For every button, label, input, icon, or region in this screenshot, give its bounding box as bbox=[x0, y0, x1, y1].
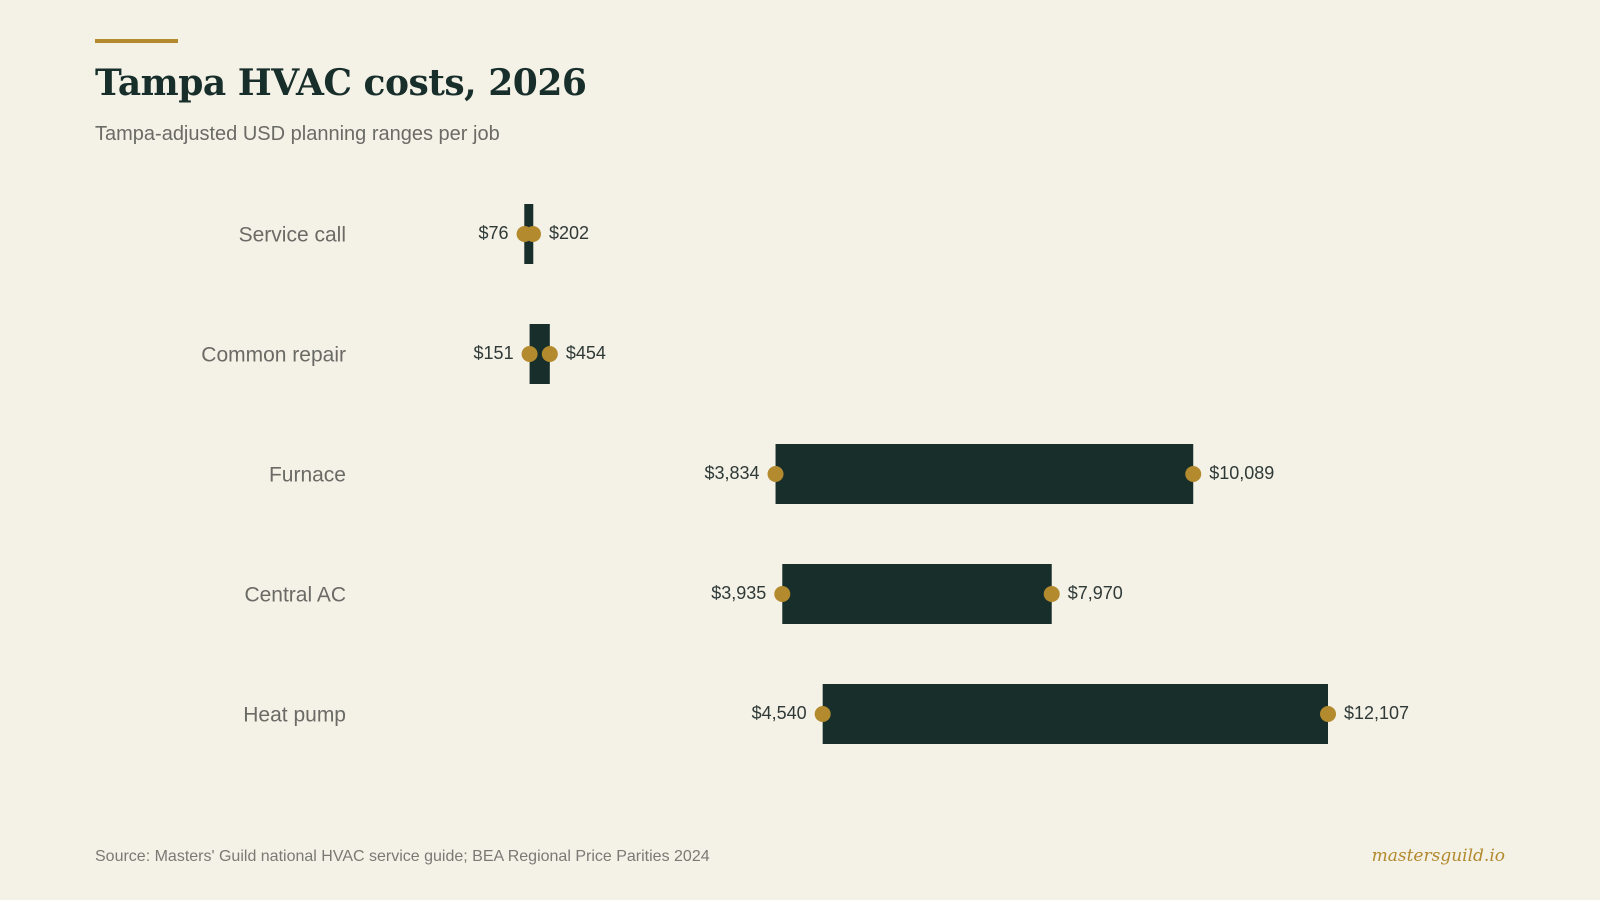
high-value-label: $12,107 bbox=[1344, 703, 1409, 723]
high-value-label: $7,970 bbox=[1068, 583, 1123, 603]
page-title: Tampa HVAC costs, 2026 bbox=[95, 62, 587, 104]
low-dot bbox=[814, 706, 831, 722]
accent-rule bbox=[95, 39, 178, 43]
high-dot bbox=[524, 226, 541, 242]
page-subtitle: Tampa-adjusted USD planning ranges per j… bbox=[95, 123, 500, 145]
category-label: Common repair bbox=[201, 344, 346, 367]
high-dot bbox=[541, 346, 558, 362]
range-bar bbox=[775, 444, 1194, 504]
brand-link[interactable]: mastersguild.io bbox=[1371, 846, 1505, 866]
category-label: Service call bbox=[239, 224, 346, 247]
low-value-label: $3,834 bbox=[704, 463, 759, 483]
category-label: Central AC bbox=[244, 584, 346, 607]
range-bar bbox=[529, 324, 550, 384]
low-dot bbox=[774, 586, 791, 602]
range-bar bbox=[782, 564, 1052, 624]
low-value-label: $4,540 bbox=[752, 703, 807, 723]
high-dot bbox=[1043, 586, 1060, 602]
low-dot bbox=[521, 346, 538, 362]
high-value-label: $454 bbox=[566, 343, 606, 363]
source-note: Source: Masters' Guild national HVAC ser… bbox=[95, 848, 710, 865]
category-label: Heat pump bbox=[243, 704, 346, 727]
low-value-label: $3,935 bbox=[711, 583, 766, 603]
range-bar bbox=[822, 684, 1328, 744]
high-dot bbox=[1320, 706, 1336, 722]
low-value-label: $76 bbox=[479, 223, 509, 243]
high-value-label: $10,089 bbox=[1209, 463, 1274, 483]
category-label: Furnace bbox=[269, 464, 346, 487]
high-dot bbox=[1185, 466, 1202, 482]
range-chart: Service call $76 $202 Common repair $151 $454… bbox=[201, 204, 1409, 744]
high-value-label: $202 bbox=[549, 223, 589, 243]
low-dot bbox=[767, 466, 784, 482]
low-value-label: $151 bbox=[474, 343, 514, 363]
